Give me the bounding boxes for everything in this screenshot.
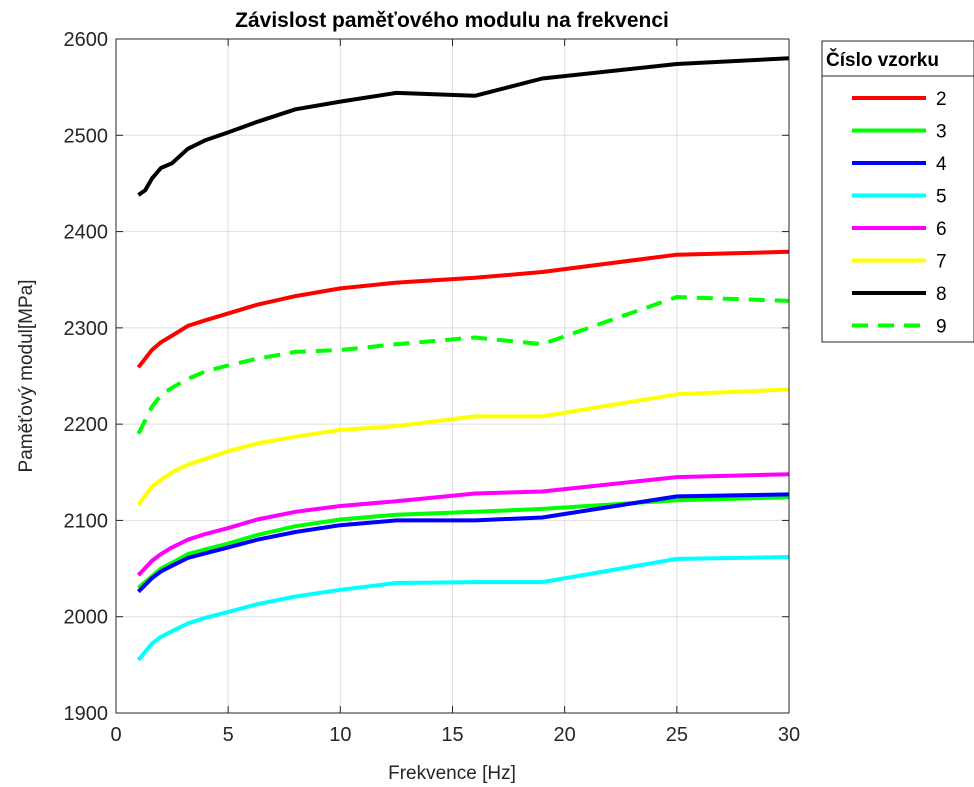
x-tick-label: 20: [554, 724, 576, 746]
series-line-8: [137, 56, 790, 197]
x-tick-label: 10: [329, 724, 351, 746]
legend-label-6: 6: [936, 219, 947, 240]
y-tick-label: 2300: [64, 318, 109, 340]
y-tick-label: 2000: [64, 607, 109, 629]
x-tick-label: 15: [441, 724, 463, 746]
chart-title: Závislost paměťového modulu na frekvenci: [235, 9, 669, 32]
x-tick-label: 5: [223, 724, 234, 746]
x-tick-labels: 0 5 10 15 20 25 30: [110, 724, 800, 746]
y-tick-label: 2500: [64, 125, 109, 147]
x-tick-label: 25: [666, 724, 688, 746]
series-line-3: [137, 495, 790, 590]
legend-label-5: 5: [936, 187, 947, 208]
y-tick-label: 1900: [64, 703, 109, 725]
legend-label-9: 9: [936, 317, 947, 338]
y-tick-label: 2400: [64, 222, 109, 244]
x-tick-label: 30: [778, 724, 800, 746]
y-tick-label: 2100: [64, 510, 109, 532]
legend-label-2: 2: [936, 89, 947, 110]
x-tick-label: 0: [110, 724, 121, 746]
legend-label-4: 4: [936, 154, 947, 175]
series-line-7: [136, 387, 790, 507]
x-axis-label: Frekvence [Hz]: [388, 763, 516, 784]
y-axis-label: Paměťový modul[MPa]: [16, 280, 37, 473]
legend-label-8: 8: [936, 284, 947, 305]
y-tick-label: 2600: [64, 29, 109, 51]
y-tick-label: 2200: [64, 414, 109, 436]
legend-label-7: 7: [936, 252, 947, 273]
legend-items: 2 3 4 5 6 7 8 9: [852, 89, 947, 338]
legend-box: [821, 40, 974, 343]
legend: Číslo vzorku 2 3 4 5 6 7 8 9: [821, 40, 974, 343]
series-line-4: [136, 492, 790, 594]
series-line-2: [136, 249, 790, 369]
series-line-6: [136, 472, 790, 577]
y-tick-labels: 1900 2000 2100 2200 2300 2400 2500 2600: [64, 29, 109, 725]
legend-title: Číslo vzorku: [826, 49, 939, 71]
legend-label-3: 3: [936, 122, 947, 143]
series-line-5: [136, 555, 790, 662]
series-layer: [136, 56, 790, 662]
axis-ticks: [115, 38, 790, 714]
